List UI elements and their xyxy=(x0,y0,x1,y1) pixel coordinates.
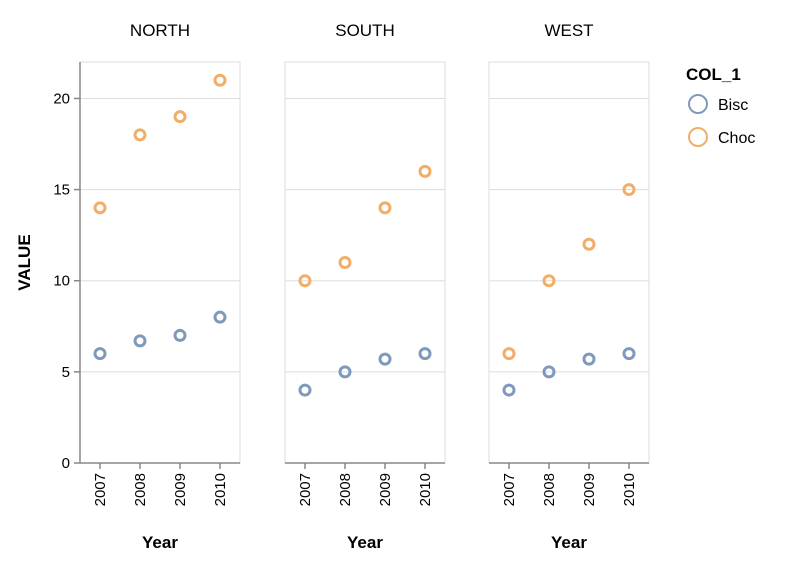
y-tick-label-5: 5 xyxy=(62,364,70,381)
x-axis-title: Year xyxy=(551,533,587,552)
legend-symbol-choc xyxy=(688,127,708,147)
x-axis-title: Year xyxy=(347,533,383,552)
x-axis-title: Year xyxy=(142,533,178,552)
point-choc-south-2007 xyxy=(298,274,312,288)
point-bisc-north-2008 xyxy=(133,334,147,348)
y-axis-title: VALUE xyxy=(15,234,34,290)
y-tick-label-0: 0 xyxy=(62,455,70,472)
x-tick-label-2007: 2007 xyxy=(297,473,314,506)
x-tick-label-2008: 2008 xyxy=(132,473,149,506)
point-choc-west-2007 xyxy=(502,347,516,361)
point-bisc-south-2007 xyxy=(298,383,312,397)
facet-title-north: NORTH xyxy=(130,21,190,40)
point-choc-north-2009 xyxy=(173,110,187,124)
point-choc-west-2008 xyxy=(542,274,556,288)
point-bisc-west-2009 xyxy=(582,352,596,366)
point-bisc-west-2008 xyxy=(542,365,556,379)
point-bisc-south-2008 xyxy=(338,365,352,379)
x-tick-label-2010: 2010 xyxy=(212,473,229,506)
point-bisc-north-2007 xyxy=(93,347,107,361)
x-tick-label-2009: 2009 xyxy=(172,473,189,506)
legend-title: COL_1 xyxy=(686,65,741,84)
point-bisc-west-2010 xyxy=(622,347,636,361)
facet-title-west: WEST xyxy=(544,21,593,40)
x-tick-label-2010: 2010 xyxy=(417,473,434,506)
point-bisc-north-2010 xyxy=(213,310,227,324)
panel-frame-north xyxy=(79,61,241,464)
point-choc-north-2008 xyxy=(133,128,147,142)
y-tick-label-15: 15 xyxy=(53,182,70,199)
point-bisc-south-2010 xyxy=(418,347,432,361)
panel-frame-west xyxy=(488,61,650,464)
point-bisc-west-2007 xyxy=(502,383,516,397)
legend-label-choc: Choc xyxy=(718,130,755,147)
point-choc-south-2009 xyxy=(378,201,392,215)
legend-label-bisc: Bisc xyxy=(718,97,748,114)
x-tick-label-2007: 2007 xyxy=(92,473,109,506)
point-bisc-north-2009 xyxy=(173,328,187,342)
x-tick-label-2008: 2008 xyxy=(337,473,354,506)
panel-frame-south xyxy=(284,61,446,464)
point-choc-west-2010 xyxy=(622,183,636,197)
point-choc-north-2010 xyxy=(213,73,227,87)
point-choc-north-2007 xyxy=(93,201,107,215)
legend-symbol-bisc xyxy=(688,94,708,114)
point-choc-south-2010 xyxy=(418,164,432,178)
x-tick-label-2009: 2009 xyxy=(581,473,598,506)
x-tick-label-2010: 2010 xyxy=(621,473,638,506)
point-bisc-south-2009 xyxy=(378,352,392,366)
point-choc-south-2008 xyxy=(338,256,352,269)
facet-title-south: SOUTH xyxy=(335,21,395,40)
y-tick-label-20: 20 xyxy=(53,90,70,107)
point-choc-west-2009 xyxy=(582,237,596,251)
x-tick-label-2009: 2009 xyxy=(377,473,394,506)
x-tick-label-2008: 2008 xyxy=(541,473,558,506)
x-tick-label-2007: 2007 xyxy=(501,473,518,506)
y-tick-label-10: 10 xyxy=(53,273,70,290)
